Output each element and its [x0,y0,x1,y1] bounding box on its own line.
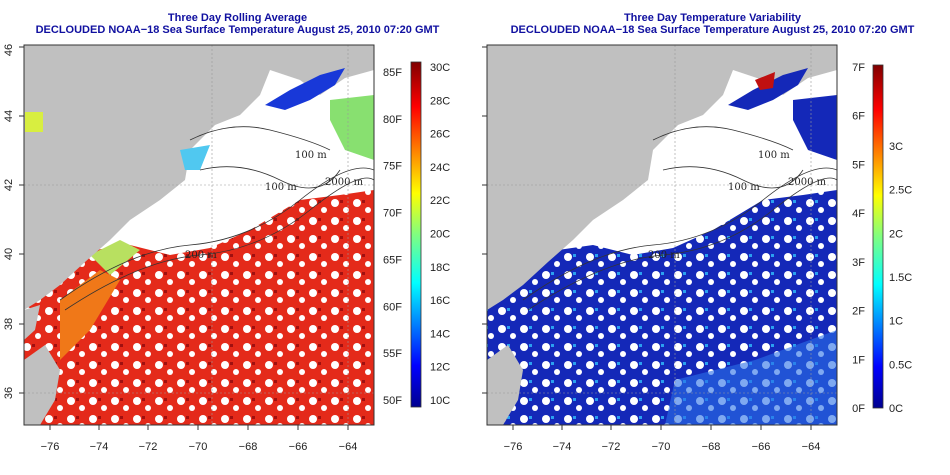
colorbar-tick-label: 0C [889,403,903,415]
sst-average-map: 100 m 2000 m 100 m 200 m −76 −74 −72 −70… [3,44,450,453]
x-tick-label: −72 [602,441,621,453]
colorbar-tick-label: 18C [430,262,450,274]
colorbar-tick-label: 28C [430,95,450,107]
colorbar [410,61,422,408]
colorbar-tick-label: 5F [852,159,865,171]
x-tick-label: −68 [239,441,258,453]
y-tick-label: 36 [3,387,15,399]
colorbar-tick-label: 70F [383,208,402,220]
sst-average-panel: Three Day Rolling Average DECLOUDED NOAA… [0,12,475,453]
subtitle-line: DECLOUDED NOAA−18 Sea Surface Temperatur… [510,24,915,36]
colorbar-tick-label: 24C [430,162,450,174]
colorbar-tick-label: 60F [383,301,402,313]
colorbar [872,64,884,409]
colorbar-tick-label: 3F [852,257,865,269]
colorbar-tick-label: 2F [852,306,865,318]
contour-label: 200 m [185,250,217,261]
colorbar-tick-label: 20C [430,229,450,241]
colorbar-tick-label: 12C [430,362,450,374]
title-line: Three Day Rolling Average [167,12,308,24]
x-tick-label: −74 [90,441,109,453]
x-tick-label: −66 [289,441,308,453]
panel-title: Three Day Rolling Average DECLOUDED NOAA… [0,12,475,36]
sst-variability-map: 100 m 2000 m 100 m 200 m −76 −74 −72 −70… [482,44,912,453]
x-tick-label: −64 [339,441,358,453]
x-tick-label: −70 [652,441,671,453]
colorbar-tick-label: 0F [852,403,865,415]
colorbar-tick-label: 75F [383,161,402,173]
colorbar-tick-label: 2C [889,228,903,240]
contour-label: 200 m [648,250,680,261]
colorbar-tick-label: 65F [383,254,402,266]
colorbar-tick-label: 50F [383,395,402,407]
y-tick-label: 38 [3,318,15,330]
colorbar-tick-label: 85F [383,67,402,79]
title-line: Three Day Temperature Variability [623,12,802,24]
x-tick-label: −76 [41,441,60,453]
x-tick-label: −66 [752,441,771,453]
contour-label: 100 m [728,182,760,193]
x-tick-label: −72 [139,441,158,453]
land-mass [487,45,837,310]
colorbar-tick-label: 6F [852,111,865,123]
subtitle-line: DECLOUDED NOAA−18 Sea Surface Temperatur… [35,24,440,36]
colorbar-tick-label: 26C [430,129,450,141]
sst-variability-panel: Three Day Temperature Variability DECLOU… [475,0,950,475]
contour-label: 2000 m [325,177,364,188]
colorbar-tick-label: 30C [430,62,450,74]
panel-title: Three Day Temperature Variability DECLOU… [475,12,950,36]
colorbar-tick-label: 14C [430,328,450,340]
colorbar-tick-label: 2.5C [889,185,912,197]
x-tick-label: −64 [802,441,821,453]
colorbar-tick-label: 1.5C [889,272,912,284]
colorbar-tick-label: 22C [430,195,450,207]
colorbar-tick-label: 1F [852,354,865,366]
x-tick-label: −76 [504,441,523,453]
land-mass [24,45,374,310]
y-tick-label: 46 [3,44,15,56]
colorbar-tick-label: 1C [889,316,903,328]
colorbar-tick-label: 10C [430,395,450,407]
colorbar-tick-label: 7F [852,62,865,74]
colorbar-tick-label: 16C [430,295,450,307]
colorbar-tick-label: 4F [852,208,865,220]
contour-label: 2000 m [788,177,827,188]
y-tick-label: 44 [3,110,15,122]
x-tick-label: −74 [553,441,572,453]
colorbar-tick-label: 55F [383,348,402,360]
y-tick-label: 40 [3,248,15,260]
contour-label: 100 m [265,182,297,193]
colorbar-tick-label: 80F [383,114,402,126]
colorbar-tick-label: 3C [889,141,903,153]
x-tick-label: −70 [189,441,208,453]
x-tick-label: −68 [702,441,721,453]
y-tick-label: 42 [3,179,15,191]
contour-label: 100 m [758,150,790,161]
contour-label: 100 m [295,150,327,161]
colorbar-tick-label: 0.5C [889,359,912,371]
